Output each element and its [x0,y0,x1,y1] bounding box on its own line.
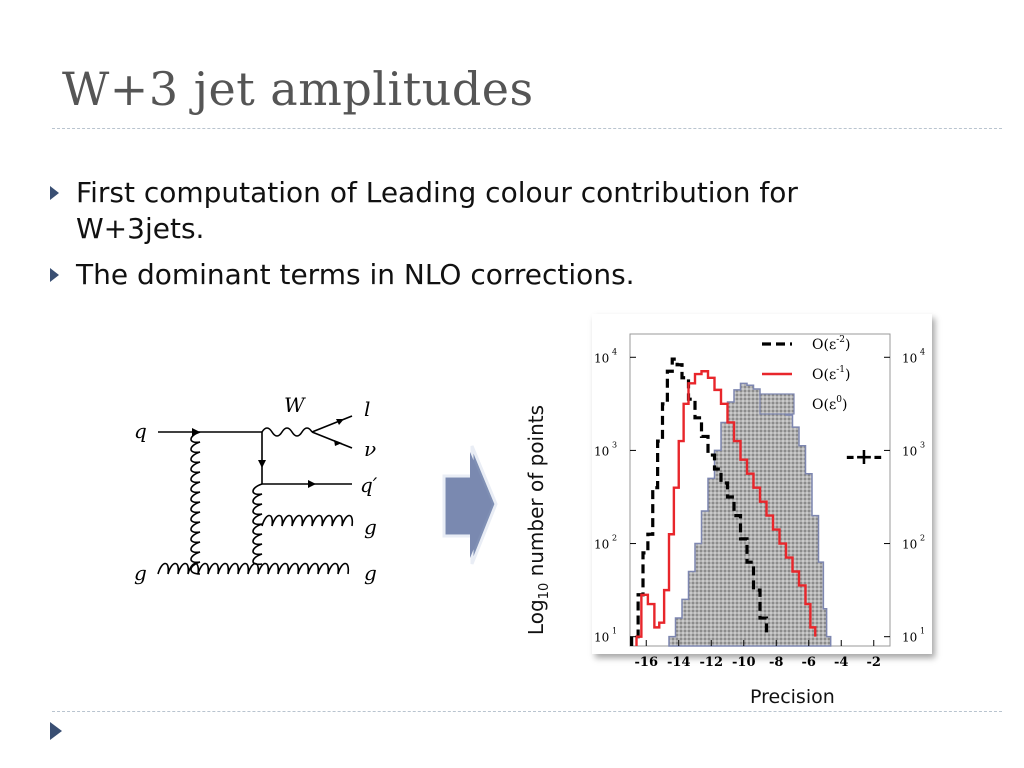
y-tick-label-left: 10 [594,351,609,365]
bullet-text: The dominant terms in NLO corrections. [76,258,635,291]
y-tick-label-left: 10 [594,538,609,552]
gluon-line [252,483,263,566]
bullet-arrow-icon [50,186,59,200]
x-axis-label: Precision [750,686,835,708]
y-tick-label-right: 10 [902,538,917,552]
footer-divider [52,711,1002,712]
y-tick-exponent-left: 4 [612,347,617,356]
label-gluon: g [364,515,377,539]
bullet-arrow-icon [50,268,59,282]
x-tick-label: -2 [867,655,881,670]
chart-annotation: -+- [846,445,883,470]
x-tick-label: -12 [700,655,724,670]
series-line-eps-2 [630,357,769,646]
slide-nav-icon[interactable] [50,722,62,740]
bullet-text: First computation of Leading colour cont… [76,176,798,245]
legend-swatch-filled [759,393,795,415]
x-tick-label: -14 [667,655,691,670]
y-axis-label: Log10 number of points [524,404,552,636]
legend-label: O(ε-1) [812,365,850,383]
bullet-list: First computation of Leading colour cont… [44,175,924,303]
y-tick-label-right: 10 [902,444,917,458]
gluon-line [261,514,354,527]
label-qprime: q′ [360,473,378,497]
label-lepton: l [364,397,370,421]
label-w: W [284,393,306,417]
x-tick-label: -6 [802,655,816,670]
y-tick-label-left: 10 [594,444,609,458]
y-tick-exponent-right: 1 [920,627,925,636]
y-tick-label-right: 10 [902,631,917,645]
y-tick-label-right: 10 [902,351,917,365]
x-tick-label: -8 [769,655,783,670]
legend-label: O(ε-2) [812,335,850,353]
x-tick-label: -10 [732,655,756,670]
y-tick-exponent-right: 3 [920,440,925,449]
y-tick-label-left: 10 [594,631,609,645]
label-gluon: g [364,561,377,585]
gluon-line [157,562,350,575]
title-divider [52,128,1002,129]
series-line-eps-1 [635,370,817,646]
y-tick-exponent-right: 2 [920,534,925,543]
label-neutrino: ν [364,437,376,461]
y-tick-exponent-right: 4 [920,347,925,356]
y-tick-exponent-left: 3 [612,440,617,449]
label-q: q [134,419,147,443]
gluon-line [190,431,201,575]
w-boson-line [261,427,313,437]
bullet-item: First computation of Leading colour cont… [44,175,924,247]
legend-label: O(ε0) [812,395,847,413]
bullet-item: The dominant terms in NLO corrections. [44,257,924,293]
series-area-eps0 [668,382,832,647]
y-tick-exponent-left: 2 [612,534,617,543]
right-arrow-icon [442,445,498,565]
y-tick-exponent-left: 1 [612,627,617,636]
x-tick-label: -4 [834,655,848,670]
feynman-diagram: q W l ν q′ g g g [134,393,378,585]
label-gluon: g [134,561,147,585]
x-tick-label: -16 [635,655,659,670]
slide-title: W+3 jet amplitudes [62,62,534,116]
